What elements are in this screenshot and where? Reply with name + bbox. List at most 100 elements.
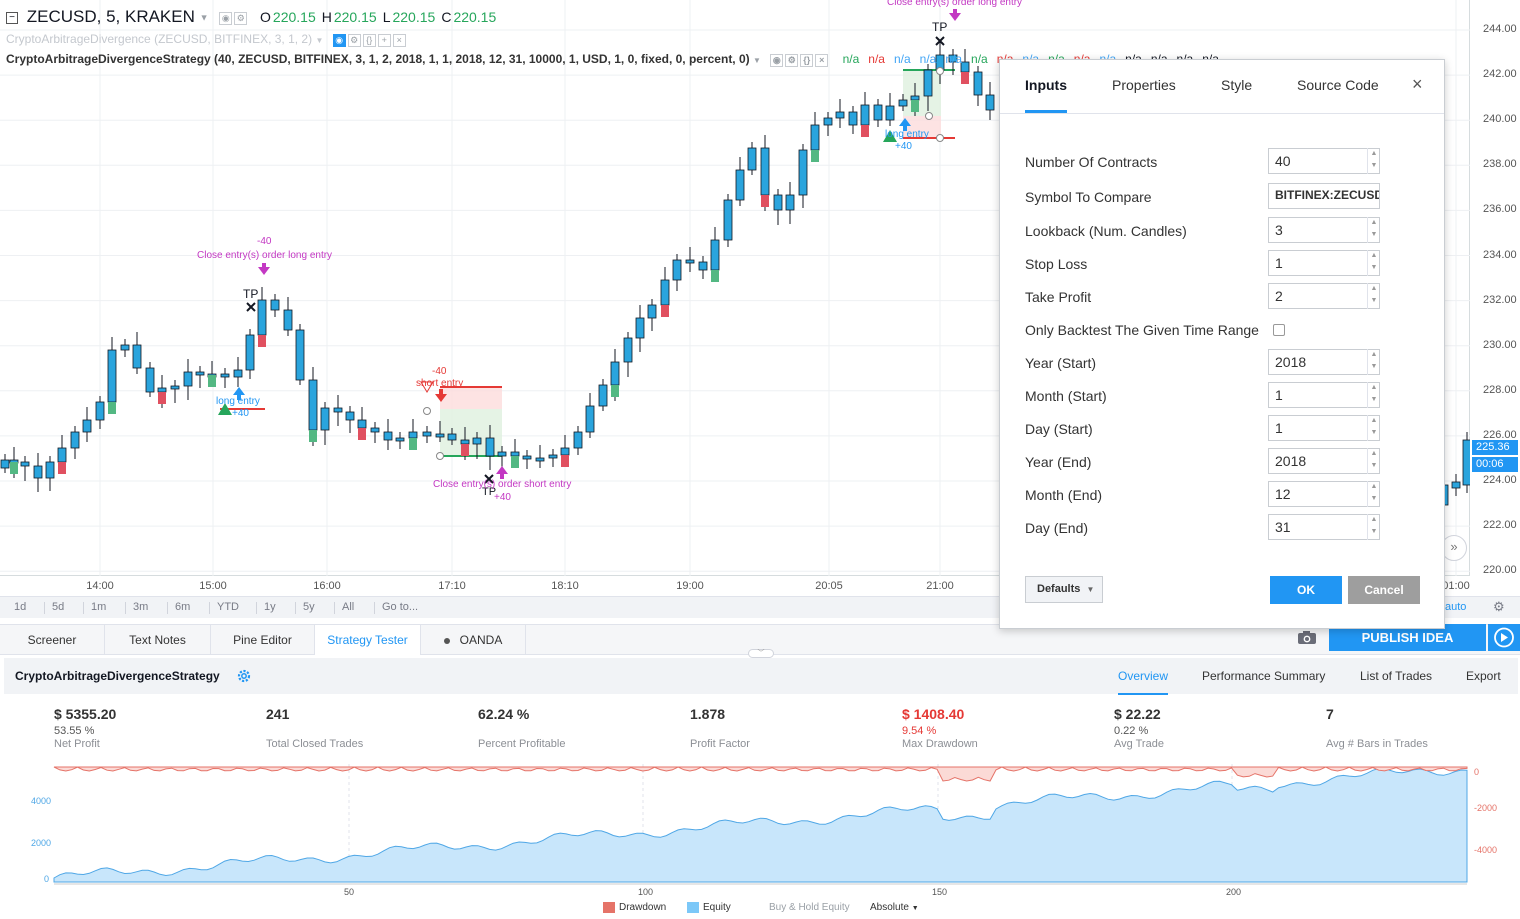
range-button[interactable]: All (342, 601, 355, 613)
more-icon[interactable]: + (377, 33, 391, 47)
tab-screener[interactable]: Screener (0, 625, 105, 655)
stepper[interactable]: ▲ ▼ (1367, 283, 1380, 309)
tab-text-notes[interactable]: Text Notes (105, 625, 211, 655)
legend-drawdown[interactable]: Drawdown (603, 902, 666, 913)
stepper[interactable]: ▲ ▼ (1367, 481, 1380, 507)
tab-overview[interactable]: Overview (1118, 669, 1169, 695)
play-icon[interactable] (1488, 624, 1520, 651)
tab-oanda[interactable]: OANDA (421, 625, 526, 655)
stepper[interactable]: ▲ ▼ (1367, 448, 1380, 474)
range-button[interactable]: YTD (217, 601, 239, 613)
eye-icon[interactable]: ◉ (219, 11, 233, 25)
tab-pine-editor[interactable]: Pine Editor (211, 625, 315, 655)
legend-equity[interactable]: Equity (687, 902, 731, 913)
chevron-down-icon[interactable]: ▼ (753, 56, 761, 65)
tab-export[interactable]: Export (1466, 669, 1501, 683)
gear-icon[interactable]: ⚙ (234, 11, 248, 25)
stepper-down-icon[interactable]: ▼ (1370, 231, 1378, 238)
symbol-title[interactable]: ZECUSD, 5, KRAKEN (26, 7, 195, 26)
stepper-down-icon[interactable]: ▼ (1370, 297, 1378, 304)
stepper-down-icon[interactable]: ▼ (1370, 495, 1378, 502)
dialog-tab-inputs[interactable]: Inputs (1025, 77, 1067, 113)
range-button[interactable]: 1y (264, 601, 276, 613)
chevron-down-icon[interactable]: ▼ (315, 36, 324, 45)
legend-buy-hold[interactable]: Buy & Hold Equity (769, 902, 850, 913)
stepper-down-icon[interactable]: ▼ (1370, 429, 1378, 436)
stepper[interactable]: ▲ ▼ (1367, 382, 1380, 408)
stepper[interactable]: ▲ ▼ (1367, 514, 1380, 540)
auto-scale-button[interactable]: auto (1445, 601, 1467, 613)
equity-chart[interactable] (0, 760, 1520, 900)
range-button[interactable]: 5d (52, 601, 65, 613)
dialog-tab-source-code[interactable]: Source Code (1297, 77, 1379, 93)
stepper-down-icon[interactable]: ▼ (1370, 363, 1378, 370)
chevron-down-icon[interactable]: ▼ (199, 12, 209, 23)
collapse-icon[interactable]: − (6, 11, 18, 24)
stepper-up-icon[interactable]: ▲ (1370, 384, 1378, 391)
strategy-title[interactable]: CryptoArbitrageDivergenceStrategy (40, Z… (6, 52, 750, 66)
range-button[interactable]: 1d (14, 601, 27, 613)
stepper-down-icon[interactable]: ▼ (1370, 396, 1378, 403)
stepper[interactable]: ▲ ▼ (1367, 415, 1380, 441)
gear-icon[interactable]: ⚙ (785, 53, 799, 67)
input-day-end[interactable]: 31 (1268, 514, 1380, 540)
eye-icon[interactable]: ◉ (332, 33, 346, 47)
gear-icon[interactable]: ⚙ (1493, 599, 1505, 614)
source-icon[interactable]: {} (800, 53, 814, 67)
stepper[interactable]: ▲ ▼ (1367, 250, 1380, 276)
stepper-up-icon[interactable]: ▲ (1370, 516, 1378, 523)
stepper-down-icon[interactable]: ▼ (1370, 528, 1378, 535)
collapse-panel-handle[interactable]: ﹀ (748, 649, 774, 658)
input-take-profit[interactable]: 2 (1268, 283, 1380, 309)
range-button[interactable]: 5y (303, 601, 315, 613)
time-axis[interactable]: 14:00 15:00 16:00 17:10 18:10 19:00 20:05 21:00… (0, 576, 1470, 596)
price-axis[interactable]: 244.00 242.00 240.00 238.00 236.00 234.00 232.… (1470, 0, 1520, 576)
dialog-tab-style[interactable]: Style (1221, 77, 1253, 93)
stepper-down-icon[interactable]: ▼ (1370, 162, 1378, 169)
stepper-up-icon[interactable]: ▲ (1370, 351, 1378, 358)
gear-icon[interactable]: ⚙ (347, 33, 361, 47)
input-year-end[interactable]: 2018 (1268, 448, 1380, 474)
tab-performance-summary[interactable]: Performance Summary (1202, 669, 1326, 683)
stepper[interactable]: ▲ ▼ (1367, 148, 1380, 174)
stepper[interactable]: ▲ ▼ (1367, 349, 1380, 375)
close-icon[interactable]: × (1412, 74, 1423, 94)
stepper-down-icon[interactable]: ▼ (1370, 462, 1378, 469)
stepper-up-icon[interactable]: ▲ (1370, 417, 1378, 424)
stepper-up-icon[interactable]: ▲ (1370, 285, 1378, 292)
range-button[interactable]: 1m (91, 601, 107, 613)
defaults-button[interactable]: Defaults ▼ (1025, 576, 1103, 603)
input-day-start[interactable]: 1 (1268, 415, 1380, 441)
checkbox-only-backtest-the-given-time-range[interactable] (1273, 324, 1285, 336)
stepper-up-icon[interactable]: ▲ (1370, 450, 1378, 457)
range-button[interactable]: 6m (175, 601, 191, 613)
stepper-down-icon[interactable]: ▼ (1370, 264, 1378, 271)
tab-strategy-tester[interactable]: Strategy Tester (315, 625, 421, 655)
absolute-dropdown[interactable]: Absolute ▼ (870, 902, 919, 913)
input-year-start[interactable]: 2018 (1268, 349, 1380, 375)
eye-icon[interactable]: ◉ (770, 53, 784, 67)
indicator-title[interactable]: CryptoArbitrageDivergence (ZECUSD, BITFI… (6, 32, 313, 46)
tab-list-of-trades[interactable]: List of Trades (1360, 669, 1433, 683)
input-stop-loss[interactable]: 1 (1268, 250, 1380, 276)
stepper-up-icon[interactable]: ▲ (1370, 252, 1378, 259)
stepper[interactable]: ▲ ▼ (1367, 217, 1380, 243)
input-symbol-to-compare[interactable]: BITFINEX:ZECUSD (1268, 183, 1380, 209)
input-month-end[interactable]: 12 (1268, 481, 1380, 507)
stepper-up-icon[interactable]: ▲ (1370, 219, 1378, 226)
input-number-of-contracts[interactable]: 40 (1268, 148, 1380, 174)
camera-icon[interactable] (1297, 630, 1317, 645)
range-button[interactable]: 3m (133, 601, 149, 613)
close-icon[interactable]: × (815, 53, 829, 67)
ok-button[interactable]: OK (1270, 576, 1342, 604)
cancel-button[interactable]: Cancel (1348, 576, 1420, 604)
stepper-up-icon[interactable]: ▲ (1370, 483, 1378, 490)
dialog-tab-properties[interactable]: Properties (1112, 77, 1176, 93)
source-icon[interactable]: {} (362, 33, 376, 47)
range-button[interactable]: Go to... (382, 601, 419, 613)
stepper-up-icon[interactable]: ▲ (1370, 150, 1378, 157)
gear-icon[interactable] (236, 668, 252, 684)
input-lookback-num-candles[interactable]: 3 (1268, 217, 1380, 243)
close-icon[interactable]: × (392, 33, 406, 47)
input-month-start[interactable]: 1 (1268, 382, 1380, 408)
